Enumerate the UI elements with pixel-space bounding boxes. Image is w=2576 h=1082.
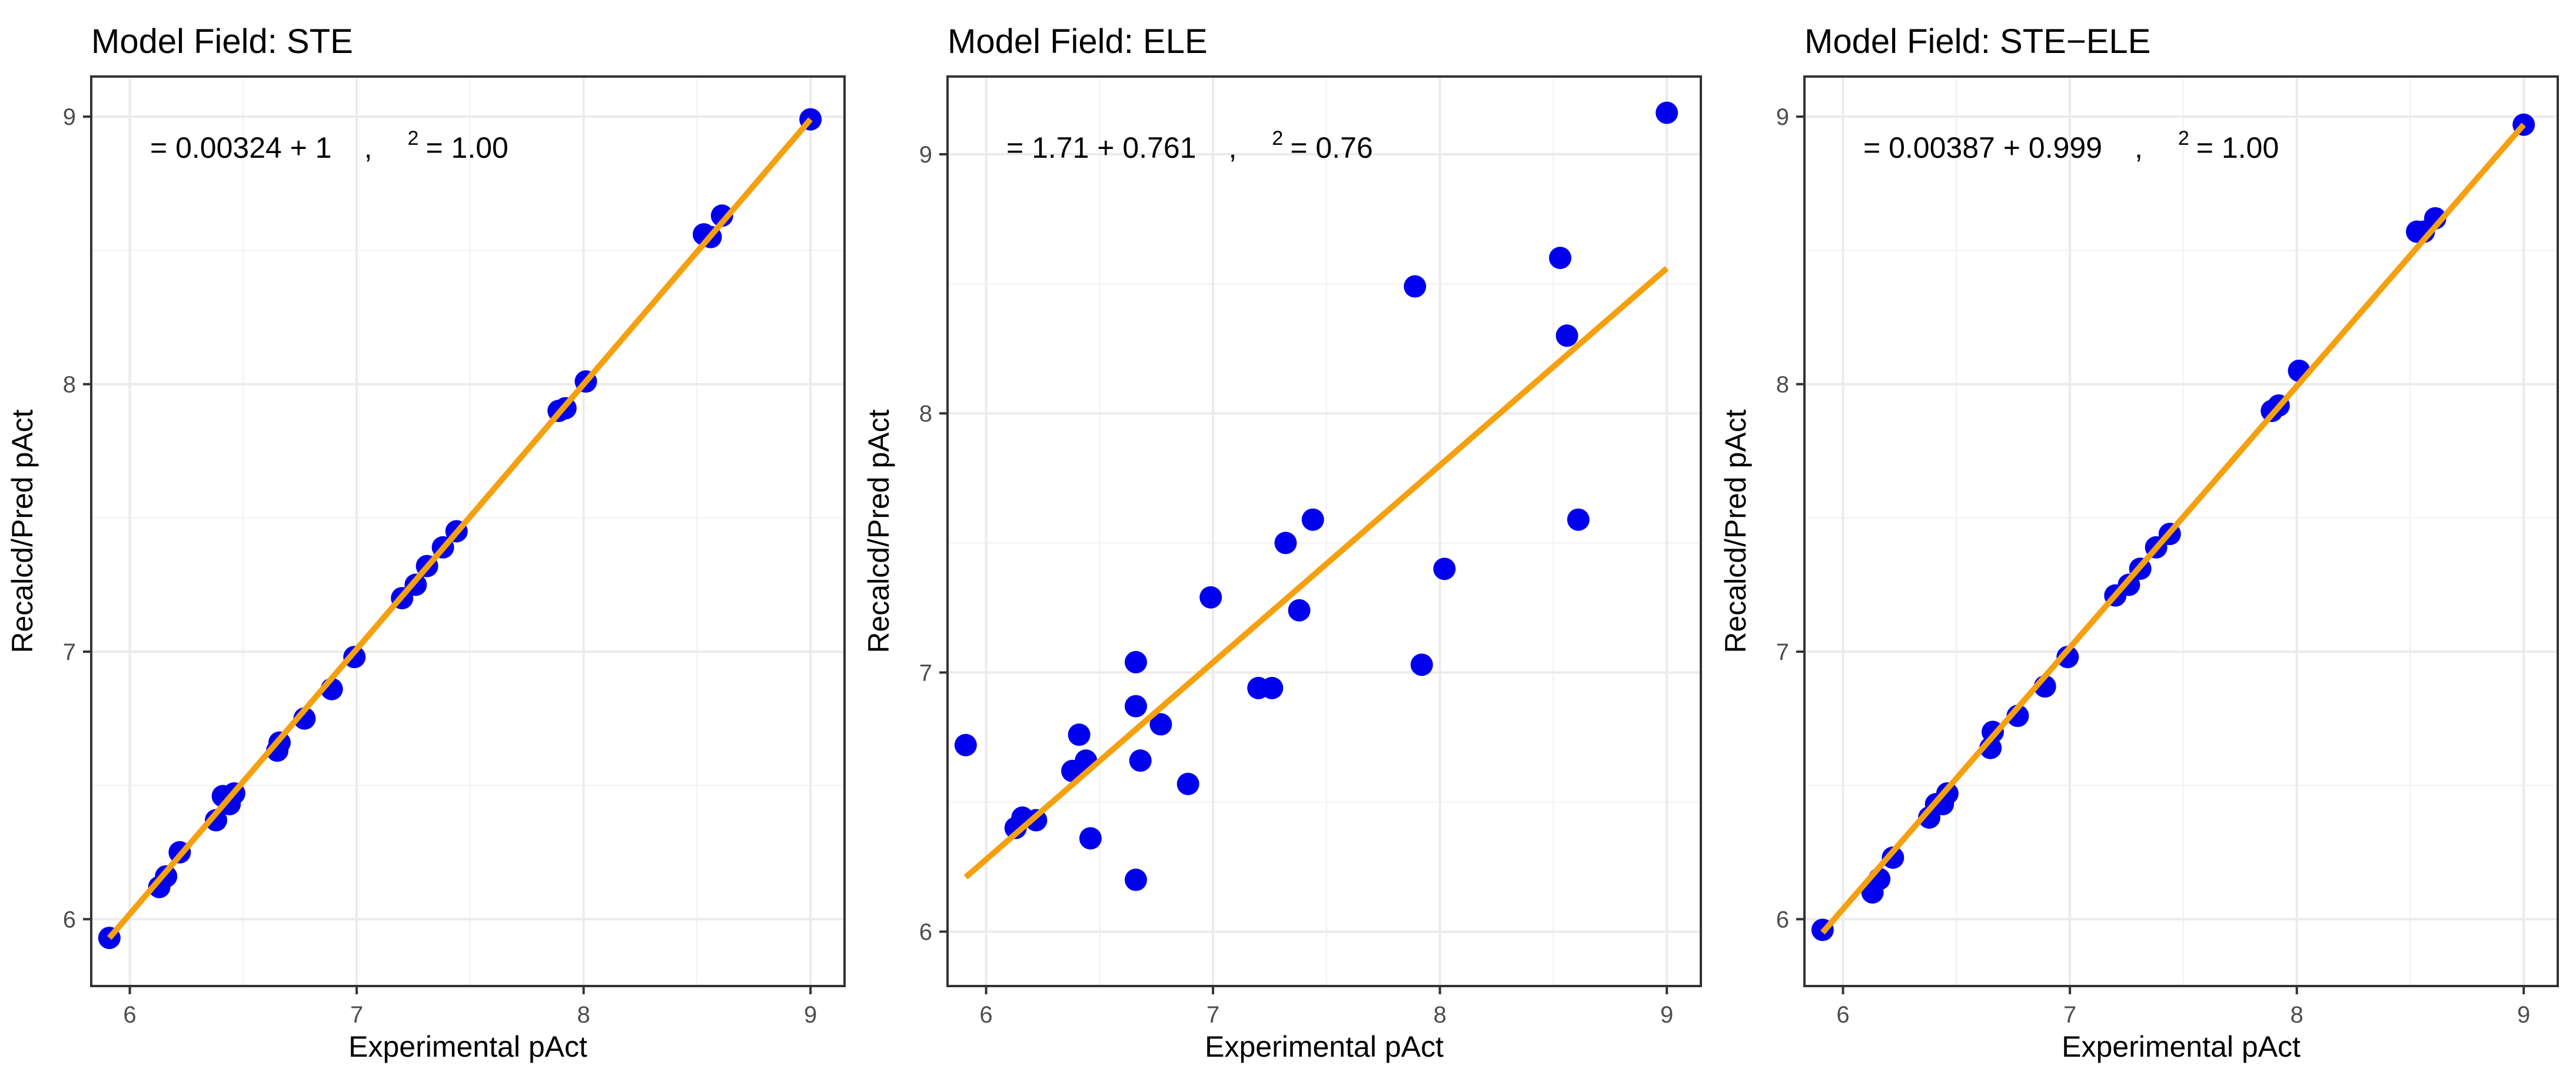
data-point [1125,695,1147,718]
data-point [1301,508,1324,531]
y-tick-label: 7 [1776,639,1789,665]
x-tick-label: 6 [1836,1002,1849,1028]
regression-line [107,117,813,940]
y-tick-label: 6 [919,920,932,945]
regression-line [963,265,1669,879]
plot-background [948,77,1701,986]
data-point [1176,772,1199,795]
data-point [1656,101,1678,124]
y-axis-title: Recalcd/Pred pAct [862,409,895,653]
data-point [1433,557,1456,580]
panel-border [946,75,1702,987]
data-point [710,204,733,227]
regression-equation: = 1.71 + 0.761, 2 = 0.76 [1006,127,1373,164]
equation-separator: , [2135,131,2143,164]
data-point [954,733,977,756]
equation-r2-superscript: 2 [408,127,419,150]
data-point [1548,247,1571,270]
y-tick-label: 9 [1776,104,1789,130]
equation-r2: = 0.76 [1290,131,1372,164]
y-tick-label: 9 [919,142,932,168]
x-axis-title: Experimental pAct [1205,1030,1444,1063]
x-tick-label: 6 [979,1002,992,1028]
panel-title: Model Field: STE−ELE [1804,22,2150,61]
x-tick-label: 9 [2517,1002,2530,1028]
equation-r2: = 1.00 [2196,131,2279,164]
data-point [1149,713,1172,736]
equation-fit: = 0.00387 + 0.999 [1863,131,2102,164]
x-axis-title: Experimental pAct [348,1030,587,1063]
y-tick-label: 7 [63,639,76,665]
equation-r2-superscript: 2 [1272,127,1283,150]
equation-fit: = 1.71 + 0.761 [1006,131,1196,164]
panel-ste: 6 7 8 9 6 7 8 9 Model Field: STE Experimental pAc… [6,22,846,1063]
data-point [1125,650,1147,673]
regression-equation: = 0.00324 + 1, 2 = 1.00 [150,127,508,164]
x-tick-label: 7 [350,1002,363,1028]
panel-title: Model Field: ELE [948,22,1208,61]
regression-equation: = 0.00387 + 0.999, 2 = 1.00 [1863,127,2279,164]
data-point [1274,532,1297,555]
panel-title: Model Field: STE [91,22,353,61]
y-tick-label: 6 [63,907,76,932]
y-axis-title: Recalcd/Pred pAct [1719,409,1752,653]
y-tick-label: 8 [1776,372,1789,398]
equation-r2: = 1.00 [426,131,508,164]
y-axis-title: Recalcd/Pred pAct [6,409,39,653]
data-point [1567,508,1590,531]
grid [948,77,1701,986]
equation-fit: = 0.00324 + 1 [150,131,332,164]
x-tick-label: 8 [1434,1002,1447,1028]
x-tick-label: 7 [1206,1002,1219,1028]
data-point [205,809,228,832]
data-points [954,101,1678,891]
equation-separator: , [364,131,373,164]
panel-ste-ele: 6 7 8 9 6 7 8 9 Model Field: STE−ELE Experimental… [1719,22,2559,1063]
x-tick-label: 8 [2291,1002,2304,1028]
equation-separator: , [1229,131,1237,164]
data-point [1882,846,1904,869]
data-point [1129,749,1152,772]
x-axis-title: Experimental pAct [2062,1030,2301,1063]
y-tick-label: 7 [919,660,932,686]
data-point [2056,646,2079,669]
x-tick-label: 6 [123,1002,136,1028]
data-point [1068,723,1091,746]
data-point [1555,324,1578,347]
panel-border [1803,75,2559,987]
data-point [1261,676,1284,699]
regression-line [1820,122,2526,935]
data-point [1199,586,1222,609]
data-point [1288,599,1311,622]
x-tick-label: 9 [804,1002,817,1028]
y-tick-label: 8 [919,401,932,427]
y-tick-label: 6 [1776,907,1789,932]
x-tick-label: 9 [1660,1002,1673,1028]
data-point [1125,868,1147,891]
y-tick-label: 8 [63,372,76,398]
panel-ele: 6 7 8 9 6 7 8 9 Model Field: ELE Experimental pAc… [862,22,1702,1063]
data-point [1410,653,1433,676]
y-tick-label: 9 [63,104,76,130]
panel-border [90,75,846,987]
x-tick-label: 8 [577,1002,590,1028]
equation-r2-superscript: 2 [2178,127,2189,150]
x-tick-label: 7 [2063,1002,2076,1028]
data-point [1079,827,1102,850]
data-point [1404,275,1427,298]
